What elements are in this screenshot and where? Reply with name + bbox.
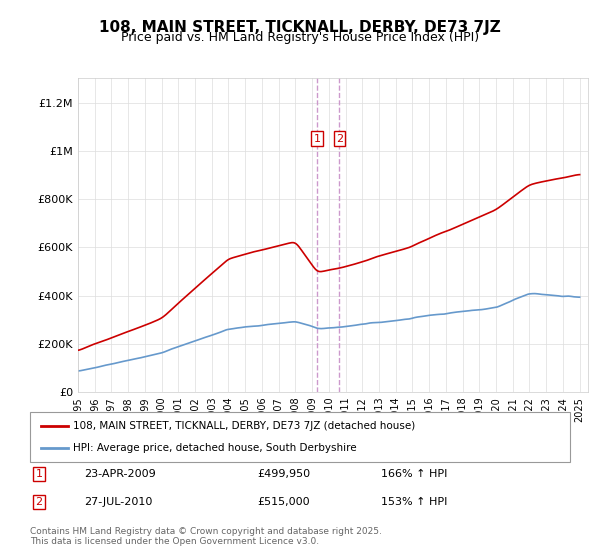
FancyBboxPatch shape xyxy=(30,412,570,462)
Text: 23-APR-2009: 23-APR-2009 xyxy=(84,469,156,479)
Text: Price paid vs. HM Land Registry's House Price Index (HPI): Price paid vs. HM Land Registry's House … xyxy=(121,31,479,44)
Text: £515,000: £515,000 xyxy=(257,497,310,507)
Text: 108, MAIN STREET, TICKNALL, DERBY, DE73 7JZ (detached house): 108, MAIN STREET, TICKNALL, DERBY, DE73 … xyxy=(73,421,415,431)
Text: 1: 1 xyxy=(313,134,320,144)
Text: 166% ↑ HPI: 166% ↑ HPI xyxy=(381,469,448,479)
Text: 2: 2 xyxy=(336,134,343,144)
Text: HPI: Average price, detached house, South Derbyshire: HPI: Average price, detached house, Sout… xyxy=(73,443,357,453)
Text: 153% ↑ HPI: 153% ↑ HPI xyxy=(381,497,448,507)
Text: £499,950: £499,950 xyxy=(257,469,310,479)
Text: 27-JUL-2010: 27-JUL-2010 xyxy=(84,497,152,507)
Text: 1: 1 xyxy=(35,469,43,479)
Text: Contains HM Land Registry data © Crown copyright and database right 2025.
This d: Contains HM Land Registry data © Crown c… xyxy=(30,526,382,546)
Text: 2: 2 xyxy=(35,497,43,507)
Text: 108, MAIN STREET, TICKNALL, DERBY, DE73 7JZ: 108, MAIN STREET, TICKNALL, DERBY, DE73 … xyxy=(99,20,501,35)
